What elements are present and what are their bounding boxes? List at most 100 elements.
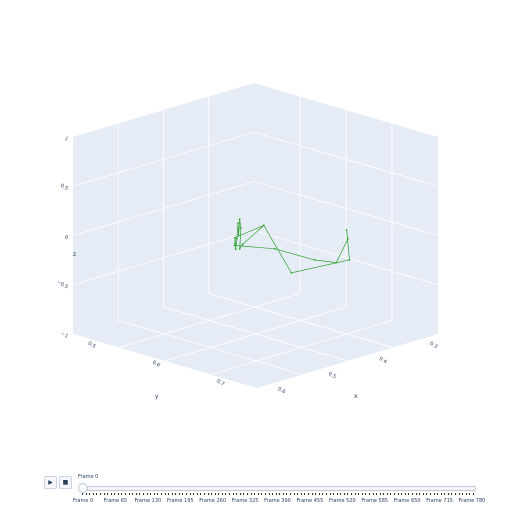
z-tick-label: −0.5 bbox=[55, 279, 69, 290]
slider-tick bbox=[82, 493, 83, 495]
slider-frame-label[interactable]: Frame 650 bbox=[393, 498, 421, 504]
slider-tick bbox=[164, 493, 166, 495]
stop-button[interactable]: ■ bbox=[59, 476, 72, 489]
floor-gridline bbox=[118, 320, 303, 375]
trace-layer bbox=[233, 218, 351, 274]
z-tick-label: 1 bbox=[63, 136, 69, 143]
slider-handle[interactable] bbox=[78, 483, 88, 493]
trace-marker bbox=[346, 238, 349, 240]
y-tick-label: 0.5 bbox=[87, 341, 97, 350]
slider-frame-label[interactable]: Frame 260 bbox=[199, 498, 227, 504]
trace-marker bbox=[345, 229, 348, 231]
slider-tick bbox=[203, 493, 205, 495]
slider-tick bbox=[261, 493, 263, 495]
slider-tick bbox=[243, 493, 245, 495]
wall-gridline bbox=[72, 230, 255, 286]
slider-tick bbox=[304, 493, 306, 495]
slider-frame-label[interactable]: Frame 520 bbox=[328, 498, 356, 504]
slider-tick bbox=[117, 493, 119, 495]
slider-tick bbox=[293, 493, 295, 495]
slider-tick bbox=[153, 493, 155, 495]
slider-tick bbox=[376, 493, 378, 495]
floor-gridline bbox=[163, 306, 348, 362]
slider-tick bbox=[390, 493, 392, 495]
slider-tick bbox=[257, 493, 259, 495]
slider-frame-label[interactable]: Frame 325 bbox=[231, 498, 259, 504]
slider-tick bbox=[110, 493, 112, 495]
trace-marker bbox=[241, 243, 244, 246]
slider-tick bbox=[160, 493, 162, 495]
trace-line bbox=[234, 219, 350, 274]
trace-marker bbox=[313, 259, 316, 261]
slider-tick bbox=[214, 493, 216, 495]
slider-tick bbox=[343, 493, 345, 495]
slider-frame-label[interactable]: Frame 195 bbox=[166, 498, 194, 504]
slider-tick bbox=[182, 493, 184, 495]
slider-tick bbox=[139, 493, 141, 495]
y-axis-title: y bbox=[155, 393, 159, 400]
slider-rail[interactable] bbox=[82, 486, 476, 491]
slider-tick bbox=[142, 493, 144, 495]
slider-tick bbox=[347, 493, 349, 495]
slider-tick bbox=[358, 493, 360, 495]
slider-tick bbox=[189, 493, 191, 495]
trace-marker bbox=[240, 227, 242, 230]
slider-frame-label[interactable]: Frame 455 bbox=[296, 498, 324, 504]
slider-tick bbox=[329, 493, 331, 495]
slider-tick bbox=[107, 493, 109, 495]
slider-tick bbox=[92, 493, 94, 495]
slider-tick bbox=[394, 493, 396, 495]
slider-tick bbox=[383, 493, 385, 495]
slider-tick bbox=[114, 493, 116, 495]
slider-frame-label[interactable]: Frame 585 bbox=[361, 498, 389, 504]
x-tick-label: 0.4 bbox=[378, 356, 388, 365]
slider-tick bbox=[150, 493, 152, 495]
slider-tick bbox=[372, 493, 374, 495]
slider-tick bbox=[207, 493, 209, 495]
slider-ticks bbox=[82, 493, 474, 495]
slider-tick bbox=[307, 493, 309, 495]
slider-tick bbox=[175, 493, 177, 495]
slider-frame-label[interactable]: Frame 65 bbox=[103, 498, 128, 504]
slider-tick bbox=[401, 493, 403, 495]
slider-tick bbox=[282, 493, 284, 495]
trace-marker bbox=[335, 261, 338, 264]
slider-tick bbox=[178, 493, 180, 495]
slider-tick bbox=[368, 493, 370, 495]
slider-tick bbox=[125, 493, 127, 495]
slider-tick bbox=[437, 493, 439, 495]
slider-tick bbox=[429, 493, 431, 495]
slider-tick bbox=[168, 493, 170, 495]
slider-tick bbox=[451, 493, 453, 495]
slider-frame-label[interactable]: Frame 715 bbox=[426, 498, 453, 504]
slider-tick bbox=[318, 493, 320, 495]
slider-tick bbox=[85, 493, 87, 495]
slider-tick bbox=[336, 493, 338, 495]
slider-tick bbox=[455, 493, 457, 495]
slider-tick bbox=[444, 493, 446, 495]
slider-tick bbox=[128, 493, 130, 495]
slider-tick bbox=[419, 493, 421, 495]
slider-tick bbox=[462, 493, 464, 495]
slider-tick bbox=[268, 493, 270, 495]
slider-tick bbox=[415, 493, 417, 495]
slider-tick bbox=[239, 493, 241, 495]
slider-frame-label[interactable]: Frame 390 bbox=[264, 498, 291, 504]
play-icon: ▶ bbox=[48, 479, 53, 486]
z-tick-label: −1 bbox=[60, 331, 69, 340]
slider-frame-label[interactable]: Frame 780 bbox=[458, 498, 486, 504]
trace-marker bbox=[237, 222, 239, 225]
wall-gridline bbox=[72, 181, 255, 236]
slider-tick bbox=[236, 493, 238, 495]
slider-tick bbox=[322, 493, 324, 495]
x-tick-label: 0.6 bbox=[276, 386, 286, 395]
z-axis-title: z bbox=[73, 251, 76, 258]
slider-tick bbox=[333, 493, 335, 495]
slider-tick bbox=[264, 493, 266, 495]
trace-marker bbox=[348, 258, 351, 261]
play-button[interactable]: ▶ bbox=[44, 476, 57, 489]
slider-frame-label[interactable]: Frame 0 bbox=[72, 498, 94, 504]
slider-frame-label[interactable]: Frame 130 bbox=[134, 498, 162, 504]
slider-tick bbox=[469, 493, 471, 495]
